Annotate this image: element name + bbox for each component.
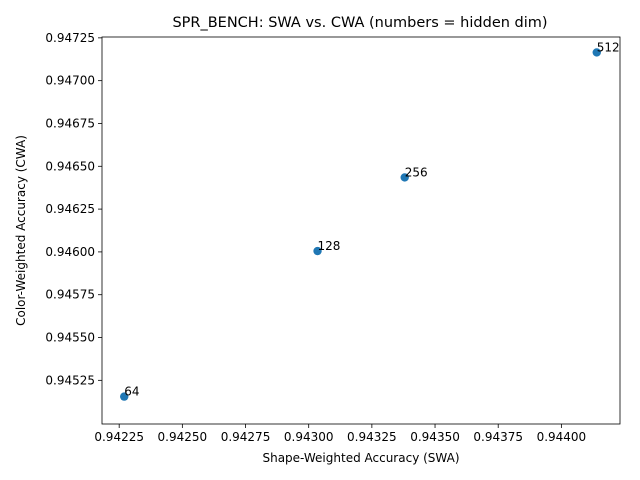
data-points <box>120 48 601 401</box>
x-tick-label: 0.94225 <box>94 430 144 444</box>
chart-title: SPR_BENCH: SWA vs. CWA (numbers = hidden… <box>172 15 547 31</box>
point-labels: 64 128 256 512 <box>124 40 619 398</box>
y-tick-label: 0.94525 <box>45 373 95 387</box>
x-tick-label: 0.94325 <box>347 430 397 444</box>
y-tick-label: 0.94625 <box>45 202 95 216</box>
x-tick-label: 0.94250 <box>158 430 208 444</box>
y-tick-label: 0.94550 <box>45 331 95 345</box>
x-tick-label: 0.94275 <box>221 430 271 444</box>
x-tick-label: 0.94400 <box>537 430 587 444</box>
point-label: 128 <box>318 239 341 253</box>
point-label: 256 <box>405 165 428 179</box>
point-label: 512 <box>597 40 620 54</box>
y-tick-label: 0.94600 <box>45 245 95 259</box>
y-axis-ticks: 0.94525 0.94550 0.94575 0.94600 0.94625 0.946… <box>45 31 102 387</box>
point-label: 64 <box>124 385 139 399</box>
data-point <box>120 392 129 401</box>
x-axis-label: Shape-Weighted Accuracy (SWA) <box>262 451 459 465</box>
y-tick-label: 0.94675 <box>45 116 95 130</box>
data-point <box>400 173 409 182</box>
y-axis-label: Color-Weighted Accuracy (CWA) <box>14 135 28 326</box>
x-tick-label: 0.94300 <box>284 430 334 444</box>
y-tick-label: 0.94650 <box>45 159 95 173</box>
data-point <box>592 48 601 57</box>
y-tick-label: 0.94575 <box>45 288 95 302</box>
x-tick-label: 0.94350 <box>410 430 460 444</box>
x-tick-label: 0.94375 <box>473 430 523 444</box>
x-axis-ticks: 0.94225 0.94250 0.94275 0.94300 0.94325 0.943… <box>94 424 586 444</box>
y-tick-label: 0.94700 <box>45 74 95 88</box>
data-point <box>313 246 322 256</box>
axes-frame <box>101 36 621 425</box>
y-tick-label: 0.94725 <box>45 31 95 45</box>
